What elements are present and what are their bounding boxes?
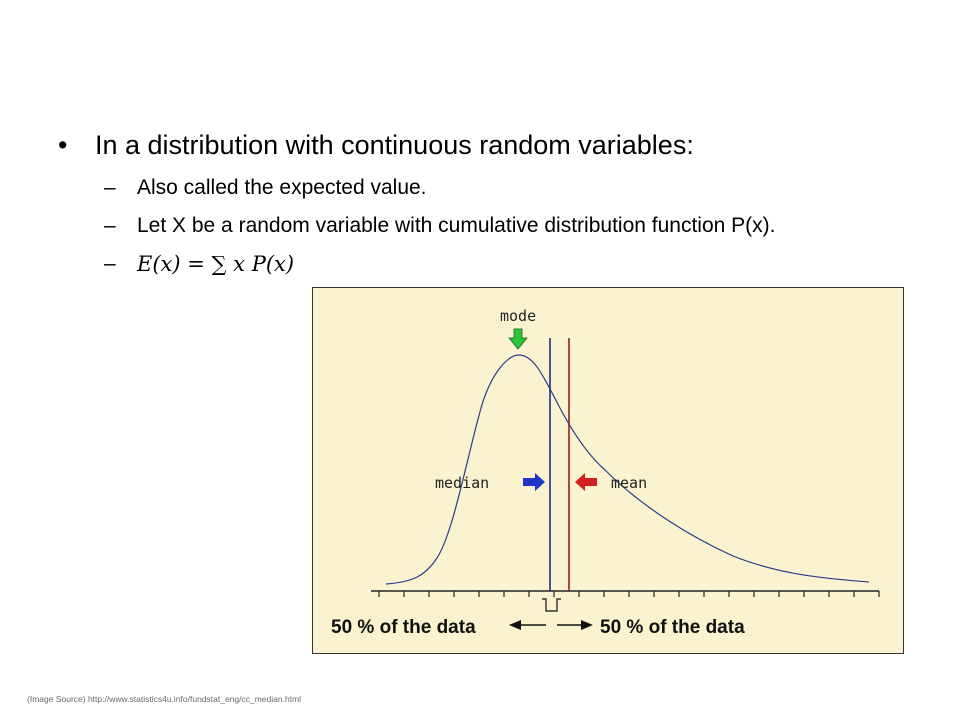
sub-point-text: Let X be a random variable with cumulati… — [137, 214, 776, 237]
mode-label: mode — [500, 307, 536, 325]
dash-marker: – — [104, 214, 116, 237]
mean-label: mean — [611, 474, 647, 492]
distribution-curve — [385, 354, 870, 585]
mode-arrow — [508, 328, 528, 350]
left-half-label: 50 % of the data — [331, 617, 476, 638]
right-half-label: 50 % of the data — [600, 617, 745, 638]
axis-ticks — [378, 591, 880, 597]
mean-arrow — [575, 473, 597, 491]
dash-marker: – — [104, 252, 116, 275]
main-bullet-text: In a distribution with continuous random… — [95, 130, 694, 160]
distribution-figure: mode median mean 50 % of the data — [312, 287, 904, 654]
expected-value-formula: E(x) = ∑ x P(x) — [137, 252, 295, 276]
bullet-marker: • — [58, 130, 68, 160]
median-bracket — [542, 598, 561, 612]
median-arrow — [523, 473, 545, 491]
image-source-note: (Image Source) http://www.statistics4u.i… — [27, 694, 302, 704]
right-half-arrow — [557, 620, 593, 630]
median-label: median — [435, 474, 489, 492]
left-half-arrow — [509, 620, 546, 630]
sub-point-text: Also called the expected value. — [137, 176, 427, 199]
distribution-figure-svg: mode median mean 50 % of the data — [331, 307, 880, 638]
dash-marker: – — [104, 176, 116, 199]
